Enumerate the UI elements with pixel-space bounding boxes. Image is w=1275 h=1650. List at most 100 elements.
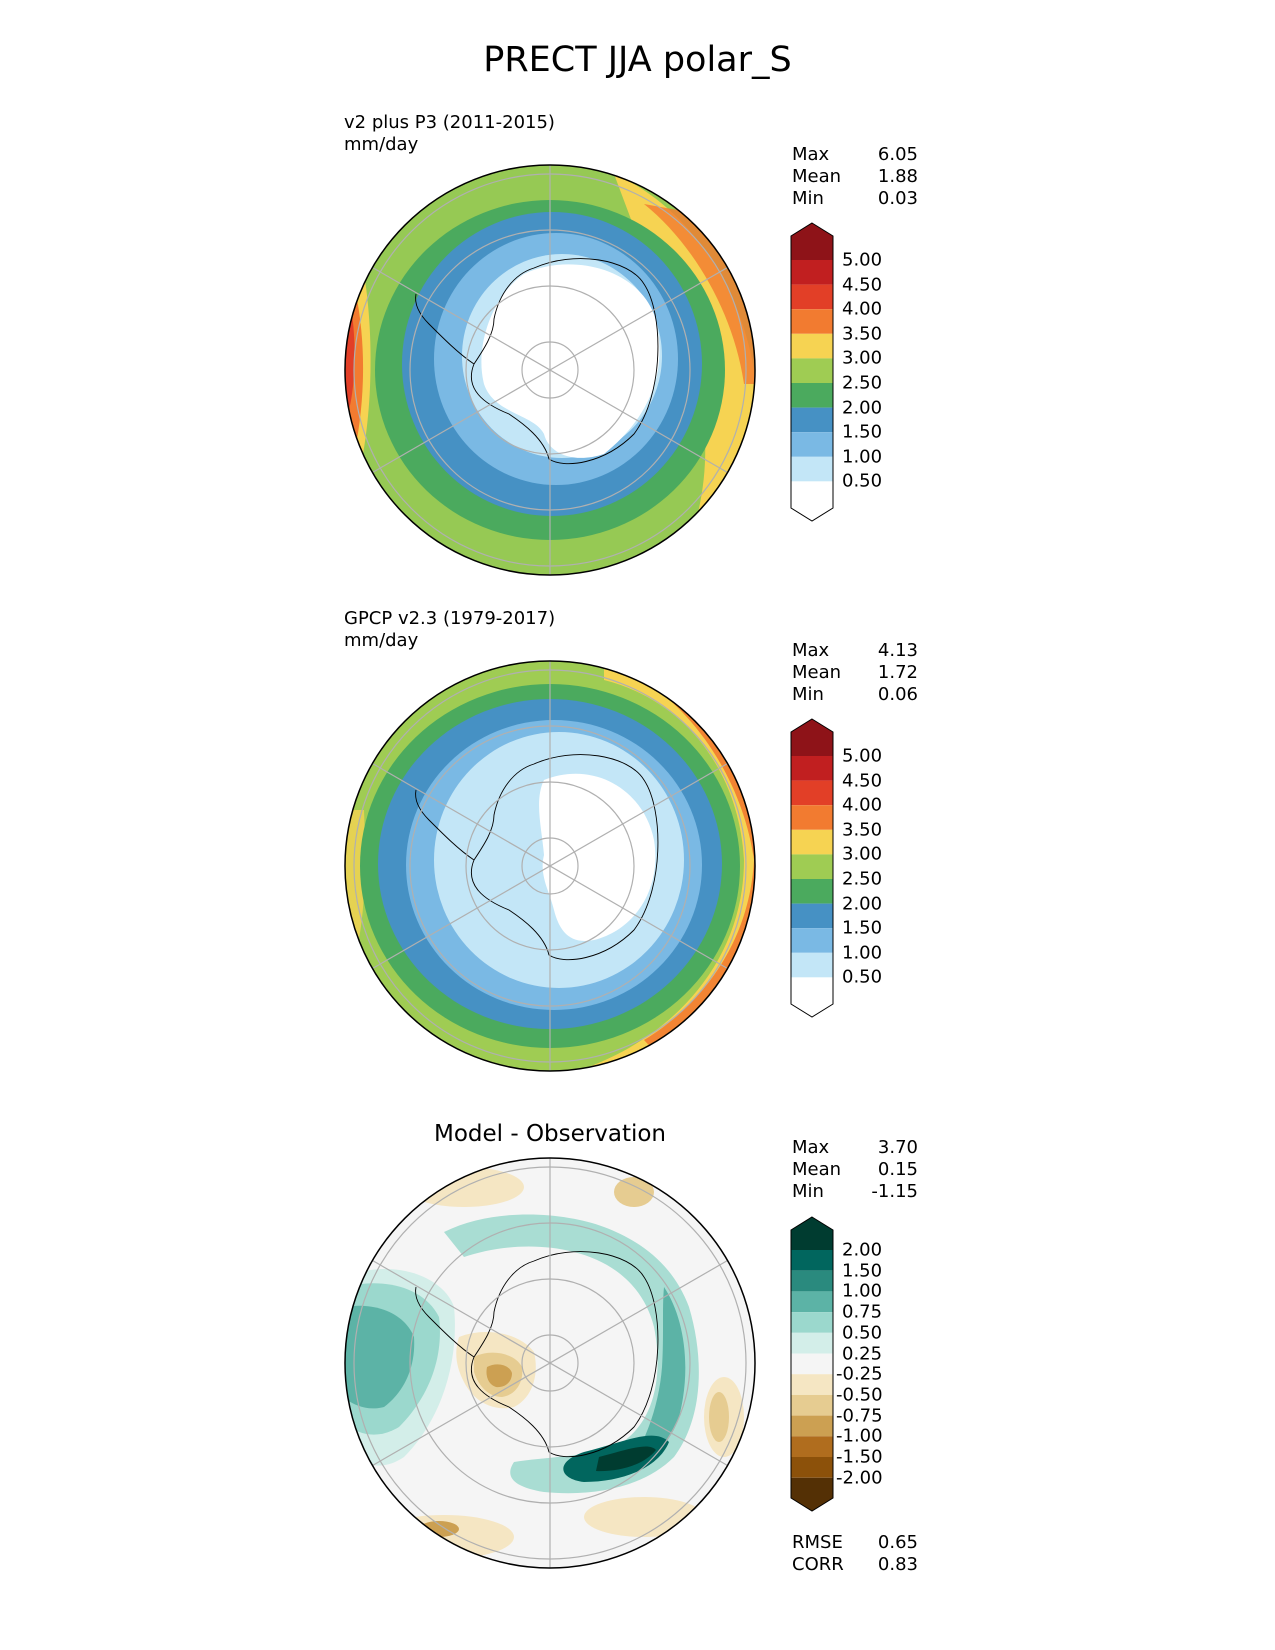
colorbar-tick-label: 3.00 <box>842 347 883 369</box>
panel-1-units: mm/day <box>344 134 419 155</box>
colorbar-tick-label: 1.00 <box>842 446 883 468</box>
stat-value: 0.06 <box>877 684 918 705</box>
stat-row: Max 4.13 <box>792 640 918 662</box>
panel-1-stats: Max 6.05 Mean 1.88 Min 0.03 <box>792 144 918 210</box>
stat-value: 1.72 <box>877 662 918 683</box>
stat-name: Min <box>792 684 824 705</box>
colorbar-extend-min <box>791 1477 833 1511</box>
colorbar-swatch <box>791 854 833 879</box>
colorbar-swatch <box>791 1291 833 1313</box>
metric-row: CORR 0.83 <box>792 1554 918 1576</box>
colorbar-tick-label: 2.50 <box>842 868 883 890</box>
colorbar-tick-label: 5.00 <box>842 745 883 767</box>
panel-2-header: GPCP v2.3 (1979-2017) mm/day <box>344 608 555 652</box>
colorbar-swatch <box>791 260 833 285</box>
colorbar-swatch <box>791 1457 833 1478</box>
stat-row: Mean 1.72 <box>792 662 918 684</box>
panel-1-map <box>344 164 756 576</box>
colorbar-tick-label: 4.00 <box>842 794 883 816</box>
colorbar-swatch <box>791 780 833 806</box>
colorbar-tick-label: -0.75 <box>836 1405 883 1427</box>
colorbar-swatch <box>791 1353 833 1375</box>
stat-name: Max <box>792 1137 830 1158</box>
panel-2-map <box>344 660 756 1072</box>
stat-value: -1.15 <box>871 1181 918 1202</box>
colorbar-tick-label: 1.50 <box>842 917 883 939</box>
colorbar-tick-label: 1.50 <box>842 421 883 443</box>
colorbar-tick-label: 0.50 <box>842 470 883 492</box>
stat-name: Max <box>792 640 830 661</box>
colorbar-tick-label: -1.00 <box>836 1425 883 1447</box>
colorbar-swatch <box>791 383 833 408</box>
metric-name: CORR <box>792 1554 844 1575</box>
stat-name: Min <box>792 1181 824 1202</box>
colorbar-tick-label: -0.25 <box>836 1363 883 1385</box>
panel-3-metrics: RMSE 0.65 CORR 0.83 <box>792 1532 918 1576</box>
colorbar-tick-label: 1.00 <box>842 942 883 964</box>
colorbar-swatch <box>791 1436 833 1457</box>
colorbar-swatch <box>791 1332 833 1354</box>
colorbar-tick-label: 2.00 <box>842 893 883 915</box>
colorbar-tick-label: 1.50 <box>842 1260 883 1282</box>
colorbar-tick-label: 2.00 <box>842 397 883 419</box>
colorbar-swatch <box>791 407 833 433</box>
stat-row: Mean 1.88 <box>792 166 918 188</box>
colorbar-tick-label: 5.00 <box>842 249 883 271</box>
colorbar-tick-label: -2.00 <box>836 1467 883 1489</box>
panel-2-stats: Max 4.13 Mean 1.72 Min 0.06 <box>792 640 918 706</box>
panel-1-header: v2 plus P3 (2011-2015) mm/day <box>344 112 555 156</box>
colorbar-extend-min <box>791 481 833 521</box>
stat-value: 3.70 <box>877 1137 918 1158</box>
stat-name: Mean <box>792 1159 842 1180</box>
colorbar-swatch <box>791 1250 833 1271</box>
colorbar-swatch <box>791 756 833 781</box>
colorbar-swatch <box>791 284 833 310</box>
panel-3-map <box>344 1157 756 1569</box>
colorbar-swatch <box>791 1415 833 1437</box>
panel-2-label: GPCP v2.3 (1979-2017) <box>344 608 556 629</box>
colorbar-swatch <box>791 805 833 830</box>
colorbar-tick-label: 4.50 <box>842 770 883 792</box>
colorbar-swatch <box>791 829 833 855</box>
panel-2-units: mm/day <box>344 630 419 651</box>
panel-3-colorbar <box>790 1216 834 1512</box>
colorbar-tick-label: 0.50 <box>842 1322 883 1344</box>
metric-value: 0.83 <box>877 1554 918 1575</box>
stat-row: Min 0.06 <box>792 684 918 706</box>
colorbar-extend-max <box>791 719 833 756</box>
metric-name: RMSE <box>792 1532 843 1553</box>
colorbar-tick-label: 3.50 <box>842 323 883 345</box>
metric-row: RMSE 0.65 <box>792 1532 918 1554</box>
colorbar-tick-label: 0.50 <box>842 966 883 988</box>
stat-row: Min -1.15 <box>792 1181 918 1203</box>
stat-value: 4.13 <box>877 640 918 661</box>
colorbar-tick-label: 3.50 <box>842 819 883 841</box>
panel-1-label: v2 plus P3 (2011-2015) <box>344 112 555 133</box>
colorbar-swatch <box>791 1374 833 1395</box>
colorbar-tick-label: 4.50 <box>842 274 883 296</box>
panel-2-colorbar <box>790 718 834 1018</box>
colorbar-swatch <box>791 358 833 383</box>
stat-value: 1.88 <box>877 166 918 187</box>
panel-3-title: Model - Observation <box>433 1121 667 1147</box>
stat-row: Max 3.70 <box>792 1137 918 1159</box>
metric-value: 0.65 <box>877 1532 918 1553</box>
figure-title: PRECT JJA polar_S <box>483 40 792 80</box>
colorbar-tick-label: 0.25 <box>842 1343 883 1364</box>
colorbar-extend-min <box>791 977 833 1017</box>
stat-name: Min <box>792 188 824 209</box>
stat-row: Mean 0.15 <box>792 1159 918 1181</box>
stat-name: Max <box>792 144 830 165</box>
colorbar-tick-label: 4.00 <box>842 298 883 320</box>
colorbar-tick-label: 2.00 <box>842 1239 883 1261</box>
colorbar-swatch <box>791 309 833 334</box>
stat-value: 0.15 <box>877 1159 918 1180</box>
colorbar-swatch <box>791 1270 833 1292</box>
colorbar-swatch <box>791 333 833 359</box>
colorbar-tick-label: 0.75 <box>842 1301 883 1323</box>
colorbar-swatch <box>791 928 833 953</box>
colorbar-swatch <box>791 1312 833 1333</box>
stat-value: 0.03 <box>877 188 918 209</box>
stat-row: Max 6.05 <box>792 144 918 166</box>
stat-value: 6.05 <box>877 144 918 165</box>
